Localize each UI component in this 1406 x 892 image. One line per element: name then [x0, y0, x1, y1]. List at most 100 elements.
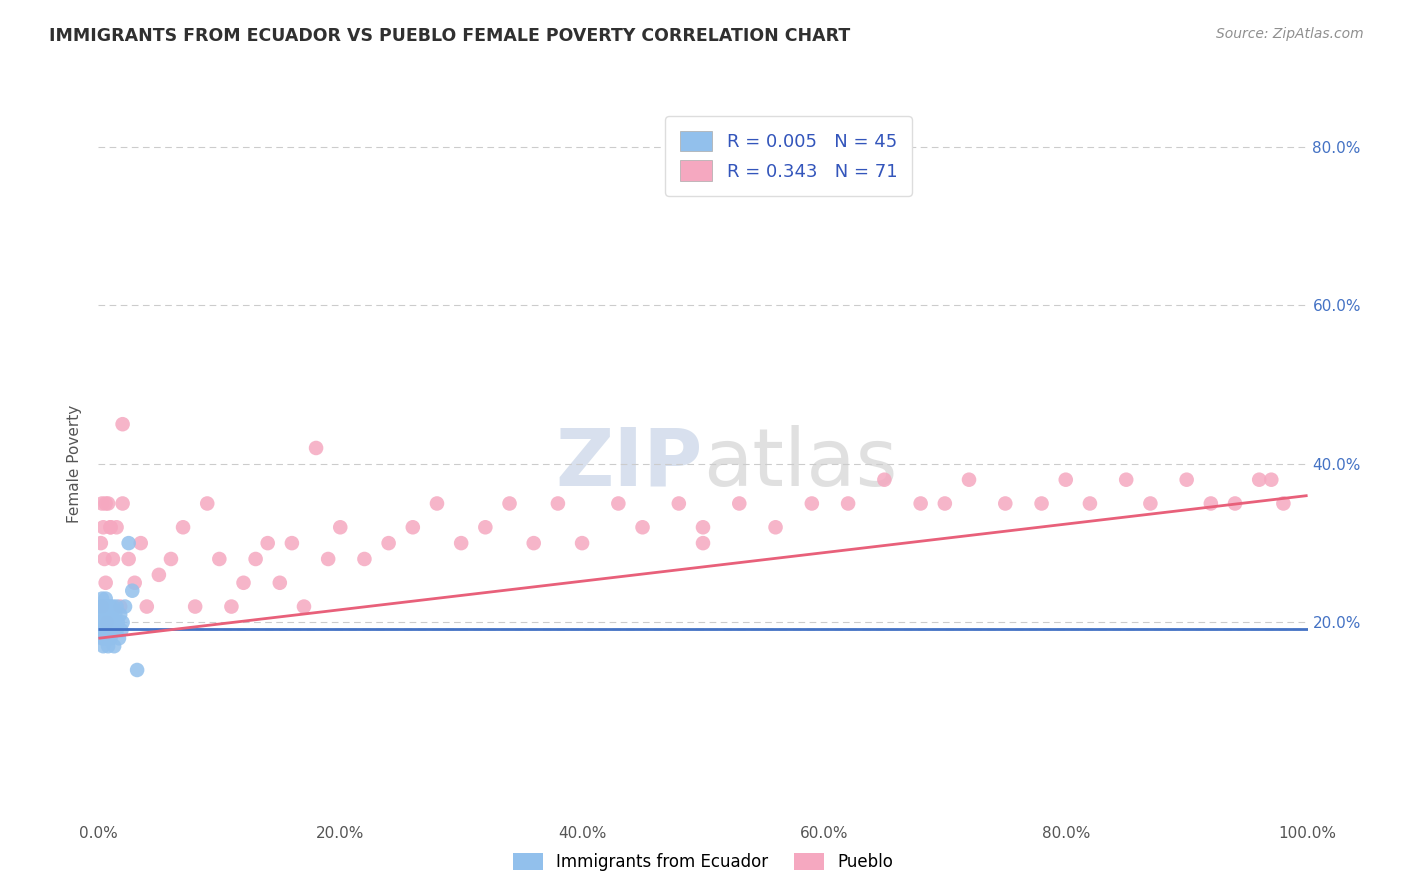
Point [118, 536, 141, 550]
Point [353, 552, 375, 566]
Point [305, 441, 328, 455]
Point [692, 520, 714, 534]
Point [1031, 496, 1053, 510]
Point [232, 575, 254, 590]
Point [184, 599, 207, 614]
Point [93, 599, 115, 614]
Point [111, 615, 134, 630]
Point [1223, 496, 1246, 510]
Point [571, 536, 593, 550]
Point [910, 496, 932, 510]
Point [98, 607, 121, 622]
Point [873, 473, 896, 487]
Point [89, 615, 111, 630]
Point [100, 520, 122, 534]
Point [111, 496, 134, 510]
Point [800, 496, 823, 510]
Point [129, 536, 152, 550]
Point [316, 552, 339, 566]
Point [1054, 473, 1077, 487]
Point [97, 599, 120, 614]
Point [96, 632, 118, 646]
Point [1139, 496, 1161, 510]
Point [118, 552, 141, 566]
Point [91, 496, 114, 510]
Point [91, 615, 114, 630]
Point [96, 615, 118, 630]
Point [135, 599, 157, 614]
Point [728, 496, 751, 510]
Text: atlas: atlas [703, 425, 897, 503]
Point [93, 624, 115, 638]
Point [402, 520, 425, 534]
Point [101, 552, 124, 566]
Point [90, 599, 112, 614]
Point [114, 599, 136, 614]
Point [108, 607, 131, 622]
Point [100, 624, 122, 638]
Point [631, 520, 654, 534]
Legend: Immigrants from Ecuador, Pueblo: Immigrants from Ecuador, Pueblo [505, 845, 901, 880]
Point [93, 632, 115, 646]
Point [148, 567, 170, 582]
Point [100, 599, 122, 614]
Point [104, 607, 127, 622]
Point [1249, 473, 1271, 487]
Point [281, 536, 304, 550]
Point [837, 496, 859, 510]
Point [1175, 473, 1198, 487]
Point [377, 536, 399, 550]
Point [160, 552, 183, 566]
Point [94, 496, 117, 510]
Point [692, 536, 714, 550]
Point [100, 520, 122, 534]
Point [292, 599, 315, 614]
Point [91, 591, 114, 606]
Point [105, 599, 128, 614]
Point [96, 607, 118, 622]
Point [221, 599, 243, 614]
Point [523, 536, 546, 550]
Point [1199, 496, 1222, 510]
Point [765, 520, 787, 534]
Point [93, 552, 115, 566]
Point [98, 615, 121, 630]
Point [124, 575, 146, 590]
Point [256, 536, 278, 550]
Point [934, 496, 956, 510]
Point [101, 599, 124, 614]
Point [91, 607, 114, 622]
Point [105, 624, 128, 638]
Point [127, 663, 149, 677]
Point [91, 632, 114, 646]
Point [607, 496, 630, 510]
Point [91, 520, 114, 534]
Point [108, 632, 131, 646]
Point [208, 552, 231, 566]
Point [994, 496, 1017, 510]
Point [1260, 473, 1282, 487]
Point [426, 496, 449, 510]
Point [91, 599, 114, 614]
Point [121, 583, 143, 598]
Point [91, 639, 114, 653]
Point [90, 536, 112, 550]
Point [498, 496, 520, 510]
Point [91, 599, 114, 614]
Point [94, 624, 117, 638]
Legend: R = 0.005   N = 45, R = 0.343   N = 71: R = 0.005 N = 45, R = 0.343 N = 71 [665, 116, 911, 195]
Point [245, 552, 267, 566]
Point [329, 520, 352, 534]
Point [93, 607, 115, 622]
Point [97, 639, 120, 653]
Point [100, 615, 122, 630]
Point [94, 575, 117, 590]
Point [94, 615, 117, 630]
Point [1272, 496, 1295, 510]
Point [111, 417, 134, 432]
Point [668, 496, 690, 510]
Point [103, 615, 125, 630]
Y-axis label: Female Poverty: Female Poverty [67, 405, 83, 523]
Point [103, 639, 125, 653]
Point [1078, 496, 1101, 510]
